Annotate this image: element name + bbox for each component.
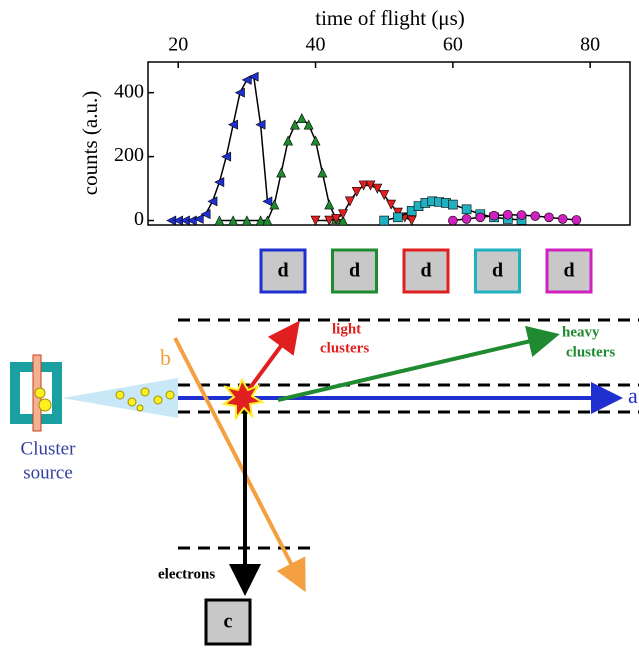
data-point — [407, 216, 416, 225]
data-point — [393, 213, 402, 222]
y-tick-label: 0 — [134, 208, 144, 230]
light-label: clusters — [320, 340, 369, 356]
data-point — [462, 214, 471, 223]
label-a: a — [628, 383, 638, 408]
plot: 20 40 60 80 0 200 400 — [114, 34, 600, 231]
detector-d-label: d — [277, 260, 288, 282]
data-point — [380, 216, 389, 225]
y-tick-label: 200 — [114, 144, 144, 166]
data-point — [544, 213, 553, 222]
data-point — [572, 215, 581, 224]
data-point — [325, 200, 334, 209]
detector-d-label: d — [420, 260, 431, 282]
data-point — [503, 210, 512, 219]
data-point — [462, 205, 471, 214]
data-point — [517, 211, 526, 220]
data-point — [311, 136, 320, 145]
electrons-label: electrons — [158, 566, 215, 582]
series-line — [171, 77, 267, 221]
data-point — [284, 136, 293, 145]
detector-d-label: d — [349, 260, 360, 282]
figure: time of flight (μs) counts (a.u.) 20 40 60… — [0, 0, 639, 650]
x-tick-label: 80 — [580, 34, 600, 56]
data-point — [558, 214, 567, 223]
data-point — [476, 213, 485, 222]
data-point — [318, 168, 327, 177]
data-point — [448, 216, 457, 225]
detector-d-label: d — [563, 260, 574, 282]
light-label: light — [332, 321, 361, 337]
x-axis-label: time of flight (μs) — [315, 6, 464, 30]
light-arrow — [247, 327, 295, 392]
data-point — [297, 114, 306, 123]
source-label: Cluster — [21, 438, 77, 459]
data-point — [208, 197, 217, 206]
heavy-label: clusters — [566, 344, 615, 360]
detector-c-label: c — [224, 611, 233, 633]
x-tick-label: 40 — [306, 34, 326, 56]
y-tick-label: 400 — [114, 80, 144, 102]
data-point — [277, 168, 286, 177]
data-point — [531, 212, 540, 221]
x-tick-label: 60 — [443, 34, 463, 56]
detector-d-label: d — [492, 260, 503, 282]
data-point — [215, 178, 224, 187]
x-tick-label: 20 — [168, 34, 188, 56]
heavy-label: heavy — [562, 324, 600, 340]
data-point — [490, 211, 499, 220]
data-point — [345, 197, 354, 206]
y-axis-label: counts (a.u.) — [78, 91, 102, 195]
source-label: source — [23, 462, 73, 483]
data-point — [448, 200, 457, 209]
label-b: b — [160, 345, 171, 370]
